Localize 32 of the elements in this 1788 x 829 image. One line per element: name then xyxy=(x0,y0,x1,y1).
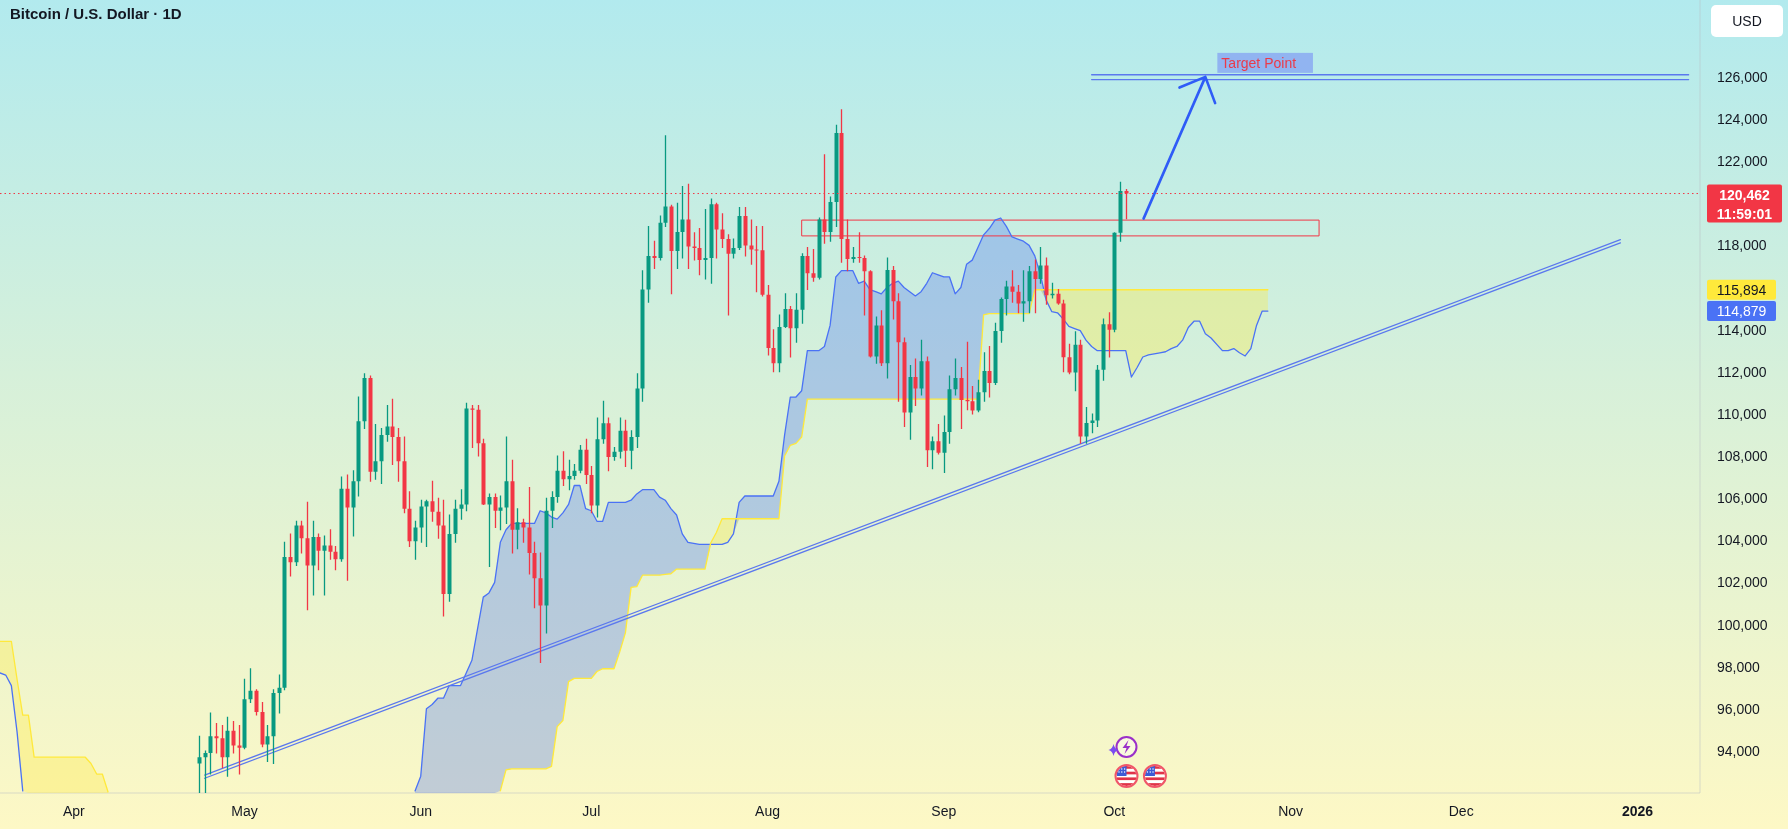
y-tick-label: 126,000 xyxy=(1717,68,1768,85)
text: 11:59:01 xyxy=(1716,205,1773,222)
x-tick-label: May xyxy=(231,803,258,819)
x-tick-label: Jul xyxy=(582,803,601,819)
y-tick-label: 106,000 xyxy=(1717,490,1768,507)
y-tick-label: 96,000 xyxy=(1717,700,1761,717)
x-tick-label: Dec xyxy=(1448,803,1474,819)
x-tick-label: 2026 xyxy=(1621,803,1654,819)
x-tick-label: Sep xyxy=(931,803,957,819)
y-tick-label: 102,000 xyxy=(1717,574,1768,591)
x-tick-label: Nov xyxy=(1278,803,1304,819)
y-tick-label: 104,000 xyxy=(1717,532,1768,549)
chart-title: Bitcoin / U.S. Dollar · 1D xyxy=(10,5,182,22)
y-tick-label: 100,000 xyxy=(1717,616,1768,633)
y-tick-label: 108,000 xyxy=(1717,448,1768,464)
y-tick-label: 98,000 xyxy=(1717,658,1761,675)
x-tick-label: Jun xyxy=(409,803,433,819)
annotation: Target Point xyxy=(1221,54,1297,71)
text: 114,879 xyxy=(1716,303,1767,320)
y-tick-label: 94,000 xyxy=(1717,742,1761,759)
y-tick-label: 110,000 xyxy=(1717,405,1767,422)
y-axis-title: USD xyxy=(1732,13,1762,29)
y-tick-label: 114,000 xyxy=(1717,321,1767,338)
y-tick-label: 122,000 xyxy=(1717,153,1768,170)
ref-line-label: 120,462 xyxy=(1719,186,1771,203)
text: 115,894 xyxy=(1716,281,1767,298)
x-tick-label: Oct xyxy=(1103,803,1126,819)
x-tick-label: Aug xyxy=(755,803,781,819)
y-tick-label: 118,000 xyxy=(1717,237,1767,254)
x-tick-label: Apr xyxy=(63,803,86,819)
y-tick-label: 124,000 xyxy=(1717,111,1768,127)
y-tick-label: 112,000 xyxy=(1717,363,1767,380)
